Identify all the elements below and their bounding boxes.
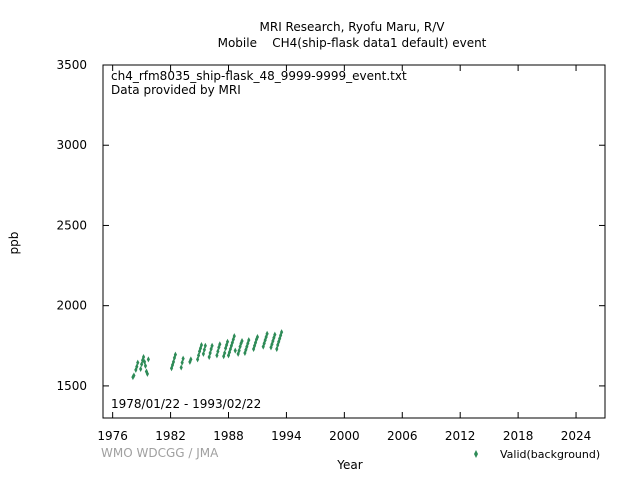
chart-subtitle: Mobile CH4(ship-flask data1 default) eve… — [217, 36, 487, 50]
x-tick-label: 1976 — [97, 429, 128, 443]
x-tick-label: 1994 — [271, 429, 302, 443]
data-point — [223, 350, 227, 357]
data-point — [136, 359, 140, 366]
data-point — [271, 337, 275, 344]
data-point — [145, 370, 150, 377]
x-tick-label: 1982 — [155, 429, 186, 443]
y-tick-label: 2500 — [56, 218, 87, 232]
credit-label: WMO WDCGG / JMA — [101, 446, 219, 460]
legend-label: Valid(background) — [500, 448, 601, 461]
data-point — [141, 354, 146, 361]
provider-label: Data provided by MRI — [111, 83, 241, 97]
data-point — [199, 341, 204, 348]
data-point — [265, 330, 269, 337]
data-point — [253, 339, 258, 346]
x-tick-label: 1988 — [213, 429, 244, 443]
period-label: 1978/01/22 - 1993/02/22 — [111, 397, 262, 411]
x-tick-label: 2018 — [503, 429, 534, 443]
legend-marker-icon — [474, 450, 478, 458]
data-point — [263, 337, 267, 344]
y-tick-label: 1500 — [56, 379, 87, 393]
data-point — [255, 333, 260, 340]
data-point — [210, 342, 214, 349]
x-tick-label: 2000 — [329, 429, 360, 443]
x-tick-label: 2012 — [445, 429, 476, 443]
y-tick-label: 3500 — [56, 58, 87, 72]
data-point — [173, 351, 178, 358]
y-tick-label: 2000 — [56, 299, 87, 313]
x-tick-label: 2024 — [561, 429, 592, 443]
data-point — [233, 347, 237, 354]
data-point — [181, 355, 185, 362]
data-point — [132, 372, 136, 379]
data-point — [218, 341, 222, 348]
data-point — [232, 333, 236, 340]
chart-title: MRI Research, Ryofu Maru, R/V — [259, 20, 445, 34]
data-point — [203, 342, 207, 349]
data-point — [272, 334, 276, 341]
data-point — [143, 362, 148, 369]
y-tick-label: 3000 — [56, 138, 87, 152]
data-point — [279, 332, 283, 339]
y-axis-label: ppb — [7, 231, 21, 255]
data-point — [225, 338, 230, 345]
data-point — [189, 356, 193, 363]
data-point — [247, 337, 251, 344]
x-tick-label: 2006 — [387, 429, 418, 443]
axis-ticks: 1976 1982 1988 1994 2000 2006 2012 2018 2024 1500… — [56, 58, 605, 443]
data-point — [279, 329, 284, 336]
data-point — [179, 364, 183, 371]
data-point — [264, 333, 268, 340]
plot-frame — [102, 64, 606, 419]
x-axis-label: Year — [337, 458, 363, 472]
data-point — [278, 335, 282, 342]
data-point — [139, 366, 143, 373]
file-name-label: ch4_rfm8035_ship-flask_48_9999-9999_even… — [111, 69, 407, 83]
data-point — [146, 356, 150, 363]
data-point — [273, 331, 277, 338]
data-points — [131, 329, 284, 381]
data-point — [240, 337, 244, 344]
